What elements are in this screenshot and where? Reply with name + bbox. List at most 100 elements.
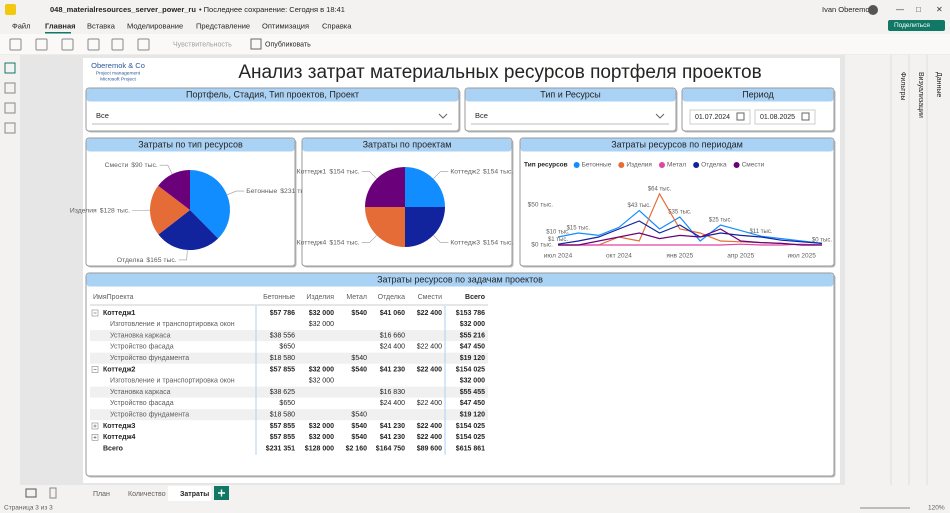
window-button[interactable]: □ xyxy=(916,5,921,14)
x-tick-label: янв 2025 xyxy=(666,253,693,260)
menu-tab[interactable]: Оптимизация xyxy=(262,21,309,30)
cell: $18 580 xyxy=(270,355,295,362)
row-label: Коттедж3 xyxy=(103,423,136,430)
menu-tab[interactable]: Представление xyxy=(196,21,250,30)
slice-category: Смести xyxy=(105,162,129,169)
slice-category: Отделка xyxy=(117,257,144,264)
slicer-chevron[interactable] xyxy=(438,113,448,119)
menu-tab[interactable]: Вставка xyxy=(87,21,116,30)
nav-icon[interactable] xyxy=(4,122,16,134)
date-value: 01.07.2024 xyxy=(695,114,730,121)
slice-label: Отделка $165 тыс. xyxy=(117,257,177,264)
legend-dot xyxy=(658,162,665,168)
toolbar-item[interactable]: Чувствительность xyxy=(173,41,232,48)
app-icon xyxy=(5,4,16,15)
slice-category: Бетонные xyxy=(246,188,277,195)
card xyxy=(85,272,835,477)
calendar-icon[interactable] xyxy=(736,112,745,121)
slice-label: Коттедж4 $154 тыс. xyxy=(297,239,360,246)
menu-tab[interactable]: Справка xyxy=(322,21,352,30)
page-tab[interactable]: План xyxy=(93,491,110,498)
column-header: Изделия xyxy=(306,294,334,301)
slice-category: Коттедж4 xyxy=(297,239,327,246)
cell: $32 000 xyxy=(309,321,334,328)
cell: $47 450 xyxy=(460,400,485,407)
toolbar-icon[interactable] xyxy=(35,38,48,51)
slice-label: Коттедж2 $154 тыс. xyxy=(450,168,513,175)
cell: $57 855 xyxy=(270,366,295,373)
row-label: Всего xyxy=(103,445,123,452)
slicer-chevron[interactable] xyxy=(655,113,665,119)
cell: $89 600 xyxy=(417,445,442,452)
menu-tab[interactable]: Моделирование xyxy=(127,21,183,30)
card-title: Затраты ресурсов по задачам проектов xyxy=(377,274,543,284)
toolbar-icon[interactable] xyxy=(87,38,100,51)
menu-tab[interactable]: Файл xyxy=(12,21,30,30)
nav-icon[interactable] xyxy=(4,82,16,94)
toolbar-icon[interactable] xyxy=(9,38,22,51)
page-tab[interactable]: Затраты xyxy=(180,491,209,498)
cell: $22 400 xyxy=(417,400,442,407)
slicer-value[interactable]: Все xyxy=(96,111,109,120)
legend-label: Изделия xyxy=(626,162,652,169)
cell: $231 351 xyxy=(266,445,295,452)
cell: $154 025 xyxy=(456,423,485,430)
calendar-icon[interactable] xyxy=(801,112,810,121)
pane-title[interactable]: Визуализации xyxy=(917,72,924,118)
add-page-plus xyxy=(218,489,225,497)
status-zoom[interactable]: 120% xyxy=(928,505,945,512)
nav-icon[interactable] xyxy=(4,102,16,114)
cell: $22 400 xyxy=(417,366,442,373)
card-header xyxy=(465,88,676,102)
cell: $57 786 xyxy=(270,310,295,317)
panes xyxy=(845,55,950,485)
legend-dot xyxy=(573,162,580,168)
view-icon[interactable] xyxy=(25,488,37,498)
leader-line xyxy=(226,190,245,196)
slice-category: Изделия xyxy=(70,207,97,214)
card-title: Затраты ресурсов по периодам xyxy=(611,139,743,149)
slice-value: $90 тыс. xyxy=(131,162,158,169)
toolbar-icon[interactable] xyxy=(250,38,262,50)
nav-icon[interactable] xyxy=(4,62,16,74)
cell: $32 000 xyxy=(309,423,334,430)
date-box[interactable] xyxy=(754,109,816,125)
active-tab[interactable] xyxy=(168,486,211,501)
share-label[interactable]: Поделиться xyxy=(894,22,930,29)
cell: $32 000 xyxy=(460,378,485,385)
legend-title: Тип ресурсов xyxy=(524,162,568,169)
card-title: Тип и Ресурсы xyxy=(540,89,601,99)
window-button[interactable]: ✕ xyxy=(936,5,943,14)
cell: $38 625 xyxy=(270,389,295,396)
page-tab[interactable]: Количество xyxy=(128,491,166,498)
data-label: $25 тыс. xyxy=(709,218,733,224)
toolbar-icon[interactable] xyxy=(111,38,124,51)
logo-name: Oberemok & Co xyxy=(91,61,145,70)
column-header: Бетонные xyxy=(263,294,295,301)
row-label: Установка каркаса xyxy=(110,332,171,339)
row-label: Коттедж4 xyxy=(103,434,136,441)
view-icon[interactable] xyxy=(49,487,57,499)
data-label: $1 тыс. xyxy=(548,237,568,243)
cell: $24 400 xyxy=(380,344,405,351)
toolbar-icon[interactable] xyxy=(137,38,150,51)
date-box[interactable] xyxy=(689,109,751,125)
cell: $540 xyxy=(351,412,367,419)
window-button[interactable]: — xyxy=(896,5,904,14)
leader-line xyxy=(361,235,377,243)
share-button[interactable] xyxy=(888,20,945,31)
series-line xyxy=(557,220,823,245)
data-label: $35 тыс. xyxy=(668,210,692,216)
data-label: $15 тыс. xyxy=(567,226,591,232)
toolbar-item[interactable]: Опубликовать xyxy=(265,40,311,48)
pane-title[interactable]: Данные xyxy=(935,72,942,97)
cell: $19 120 xyxy=(460,412,485,419)
cell: $153 786 xyxy=(456,310,485,317)
menu-tab[interactable]: Главная xyxy=(45,21,76,30)
data-label: $0 тыс. xyxy=(812,238,832,244)
row-label: Устройство фундамента xyxy=(110,411,189,419)
slicer-value[interactable]: Все xyxy=(475,111,488,120)
cell: $22 400 xyxy=(417,310,442,317)
pane-title[interactable]: Фильтры xyxy=(899,72,906,101)
toolbar-icon[interactable] xyxy=(61,38,74,51)
